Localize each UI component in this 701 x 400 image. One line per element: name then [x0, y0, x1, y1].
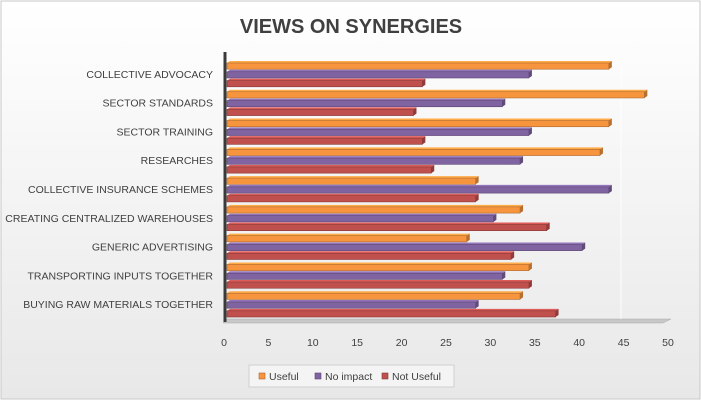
x-tick-15: 15 [351, 337, 363, 349]
bar-useful-sector-standards [226, 89, 648, 99]
category-label-sector-training: SECTOR TRAINING [117, 126, 213, 138]
x-tick-50: 50 [662, 337, 674, 349]
bar-useful-creating-centralized-warehouses [226, 204, 524, 214]
legend-swatch-no-impact [314, 372, 322, 380]
x-tick-10: 10 [307, 337, 319, 349]
x-tick-35: 35 [529, 337, 541, 349]
bar-useful-sector-training [226, 118, 612, 128]
category-label-sector-standards: SECTOR STANDARDS [103, 98, 213, 110]
x-tick-5: 5 [265, 337, 271, 349]
bar-not-useful-transporting-inputs-together [226, 280, 532, 289]
bar-no-impact-collective-advocacy [226, 69, 532, 79]
bar-not-useful-collective-advocacy [226, 78, 426, 88]
legend-box [248, 364, 455, 388]
bar-useful-researches [226, 147, 603, 156]
bar-useful-transporting-inputs-together [226, 262, 532, 271]
bar-no-impact-researches [226, 156, 524, 165]
category-label-creating-centralized-warehouses: CREATING CENTRALIZED WAREHOUSES [5, 213, 213, 225]
bar-useful-buying-raw-materials-together [226, 291, 524, 300]
bar-not-useful-researches [226, 164, 435, 174]
bar-no-impact-collective-insurance-schemes [226, 184, 612, 194]
category-label-buying-raw-materials-together: BUYING RAW MATERIALS TOGETHER [23, 299, 213, 311]
x-tick-0: 0 [221, 337, 227, 349]
bar-no-impact-generic-advertising [226, 242, 586, 251]
category-label-transporting-inputs-together: TRANSPORTING INPUTS TOGETHER [27, 270, 213, 282]
bar-not-useful-collective-insurance-schemes [226, 193, 479, 203]
bar-not-useful-generic-advertising [226, 251, 515, 260]
x-tick-25: 25 [440, 337, 452, 349]
legend-label-no-impact: No impact [325, 371, 372, 383]
category-label-generic-advertising: GENERIC ADVERTISING [92, 242, 213, 254]
category-label-researches: RESEARCHES [141, 155, 213, 167]
plot-area [222, 52, 672, 324]
bar-useful-collective-advocacy [226, 61, 612, 70]
legend-label-useful: Useful [269, 371, 299, 383]
floor-plane [222, 318, 672, 324]
bar-useful-generic-advertising [226, 233, 470, 243]
x-tick-30: 30 [485, 337, 497, 349]
bar-not-useful-creating-centralized-warehouses [226, 222, 550, 231]
x-tick-40: 40 [573, 337, 585, 349]
bar-not-useful-buying-raw-materials-together [226, 308, 559, 318]
bar-no-impact-transporting-inputs-together [226, 271, 506, 280]
category-labels: COLLECTIVE ADVOCACY SECTOR STANDARDS SECTO… [5, 69, 213, 311]
legend-swatch-not-useful [381, 372, 389, 380]
bar-no-impact-creating-centralized-warehouses [226, 213, 497, 223]
x-tick-45: 45 [618, 337, 630, 349]
chart-title: VIEWS ON SYNERGIES [240, 16, 462, 38]
legend: Useful No impact Not Useful [248, 364, 455, 388]
x-tick-20: 20 [396, 337, 408, 349]
category-label-collective-advocacy: COLLECTIVE ADVOCACY [86, 69, 213, 81]
bar-not-useful-sector-standards [226, 107, 417, 116]
bar-no-impact-sector-training [226, 127, 532, 136]
legend-label-not-useful: Not Useful [392, 371, 441, 383]
category-label-collective-insurance-schemes: COLLECTIVE INSURANCE SCHEMES [28, 184, 213, 196]
bar-useful-collective-insurance-schemes [226, 176, 479, 185]
bar-not-useful-sector-training [226, 136, 426, 145]
legend-swatch-useful [258, 372, 266, 380]
bar-no-impact-buying-raw-materials-together [226, 300, 479, 309]
x-axis-ticks: 0 5 10 15 20 25 30 35 40 45 50 [221, 337, 674, 349]
bar-no-impact-sector-standards [226, 98, 506, 108]
